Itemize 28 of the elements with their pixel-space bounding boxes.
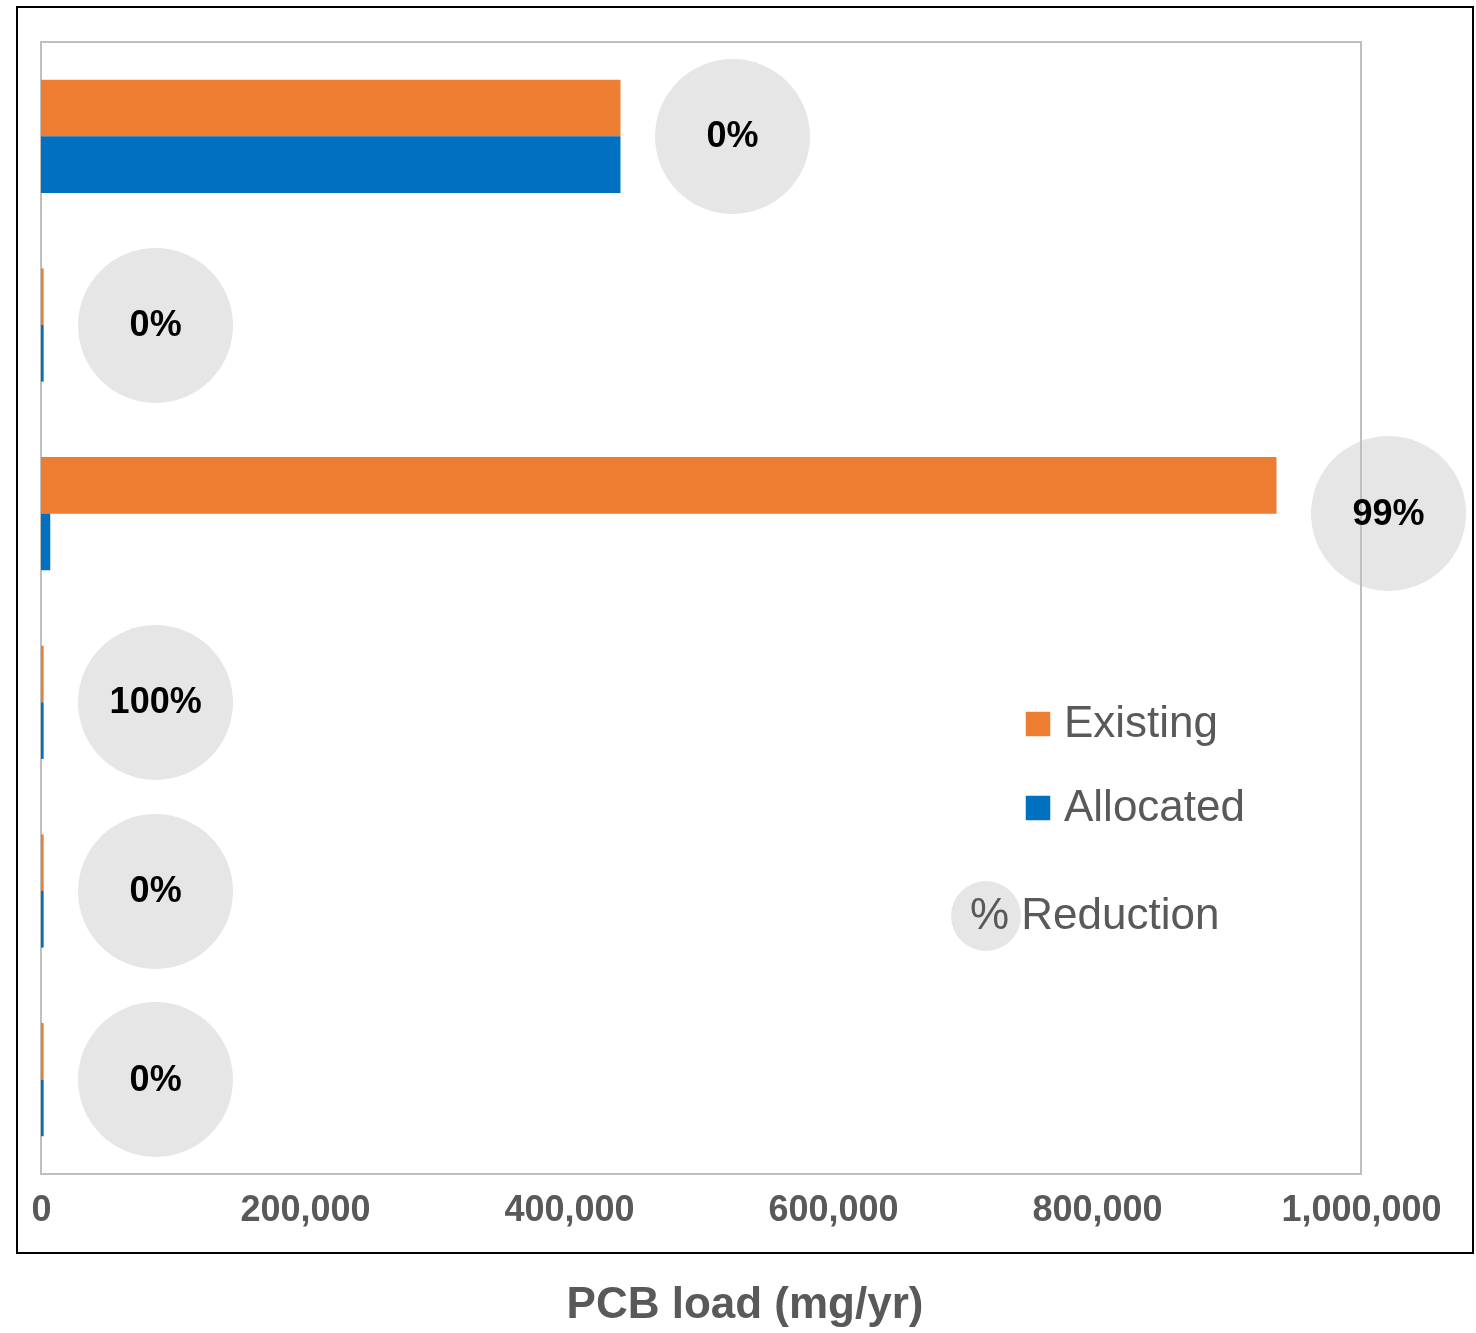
annotation: 0% — [129, 303, 182, 344]
x-tick-label: 200,000 — [240, 1187, 371, 1229]
legend-label: Existing — [1064, 697, 1219, 746]
annotation: 100% — [109, 680, 202, 722]
bar — [41, 1023, 44, 1080]
annotation: % Reduction — [970, 889, 1220, 938]
bar — [41, 645, 44, 703]
bar — [41, 79, 621, 137]
annotation: 0% — [129, 1057, 182, 1099]
x-tick-label: 800,000 — [1032, 1187, 1163, 1229]
bar — [41, 702, 44, 759]
x-tick-label: 600,000 — [768, 1187, 899, 1229]
bar — [41, 268, 44, 325]
x-tick-label: 1,000,000 — [1281, 1187, 1442, 1229]
bar — [41, 457, 1277, 514]
x-axis-title: PCB load (mg/yr) — [565, 1278, 925, 1328]
annotation: 0% — [129, 869, 182, 910]
legend-label: Allocated — [1064, 781, 1246, 830]
bar — [41, 834, 44, 891]
bar — [41, 891, 44, 948]
x-tick-label: 400,000 — [504, 1187, 635, 1229]
bar — [41, 325, 44, 382]
bar — [41, 136, 621, 193]
x-tick-label: 0 — [31, 1187, 52, 1229]
annotation: 99% — [1352, 491, 1425, 533]
bar — [41, 513, 51, 571]
bar — [41, 1079, 44, 1137]
annotation: 0% — [706, 114, 759, 156]
